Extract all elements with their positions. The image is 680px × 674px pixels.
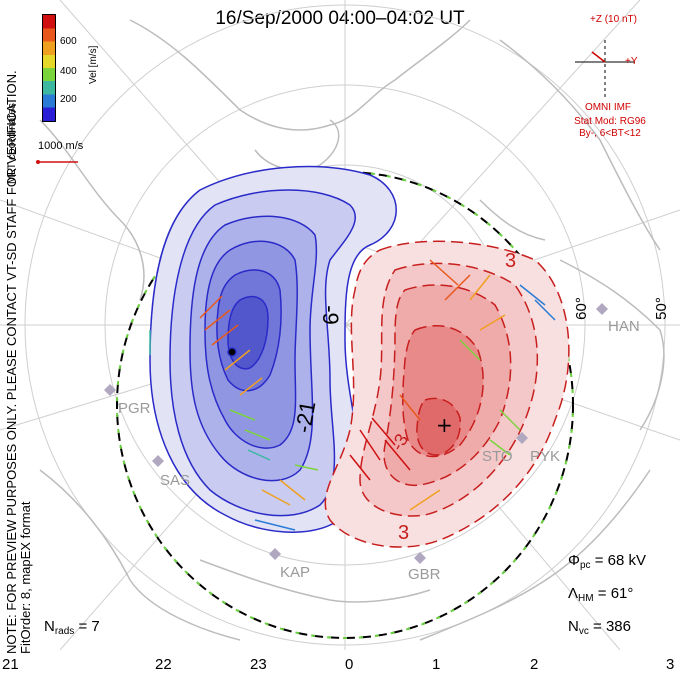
contour-label-minus9: -9 [317,305,343,325]
colorbar-tick-600: 600 [60,36,77,47]
coastlines [39,19,665,641]
mlt-label-3: 3 [666,656,675,673]
mlt-label-0: 0 [345,656,354,673]
imf-vector [591,51,606,63]
colorbar-tick-200: 200 [60,94,77,105]
negative-cell [149,165,397,533]
contour-label-3a: 3 [505,250,517,272]
stat-n-vc: Nvc = 386 [568,618,631,637]
velocity-colorbar [42,14,56,122]
imf-condition: By-, 6<BT<12 [579,128,641,139]
latitude-label-60: 60° [572,297,590,320]
contour-label-minus21: -21 [290,399,321,435]
latitude-label-50: 50° [652,297,670,320]
station-gbr: GBR [408,566,441,583]
station-pyk: PYK [530,448,561,465]
mlt-label-22: 22 [155,656,172,673]
stat-phi-pc: Φpc = 68 kV [568,552,646,571]
mlt-label-1: 1 [432,656,441,673]
velocity-vectors [149,259,556,531]
side-notes: MLT coordinates NOTE: FOR PREVIEW PURPOS… [0,64,33,654]
colorbar-tick-400: 400 [60,66,77,77]
station-pgr: PGR [118,400,151,417]
positive-cell [324,240,570,548]
imf-z-label: +Z (10 nT) [590,14,637,25]
colorbar-label: Vel [m/s] [88,45,99,84]
contour-label-3b: 3 [398,522,410,544]
station-sto: STO [482,448,513,465]
stat-n-rads: Nrads = 7 [44,618,100,637]
mlt-label-23: 23 [250,656,267,673]
mlt-label-2: 2 [530,656,539,673]
plot-title: 16/Sep/2000 04:00–04:02 UT [215,8,465,29]
imf-clock [575,40,635,100]
station-sas: SAS [160,472,191,489]
stat-lambda-hm: ΛHM = 61° [568,585,634,604]
station-markers [104,303,608,564]
imf-y-label: +Y [625,56,638,67]
fitorder-note: FitOrder: 8, mapEX format [18,501,33,654]
imf-model: Stat Mod: RG96 [574,116,646,127]
imf-source: OMNI IMF [584,102,632,113]
scale-vector-label: 1000 m/s [38,140,84,152]
station-kap: KAP [280,564,311,581]
potential-max-marker: + [436,413,453,437]
station-han: HAN [608,318,640,335]
preview-note: NOTE: FOR PREVIEW PURPOSES ONLY. PLEASE … [4,70,19,654]
mlt-label-21: 21 [2,656,19,673]
